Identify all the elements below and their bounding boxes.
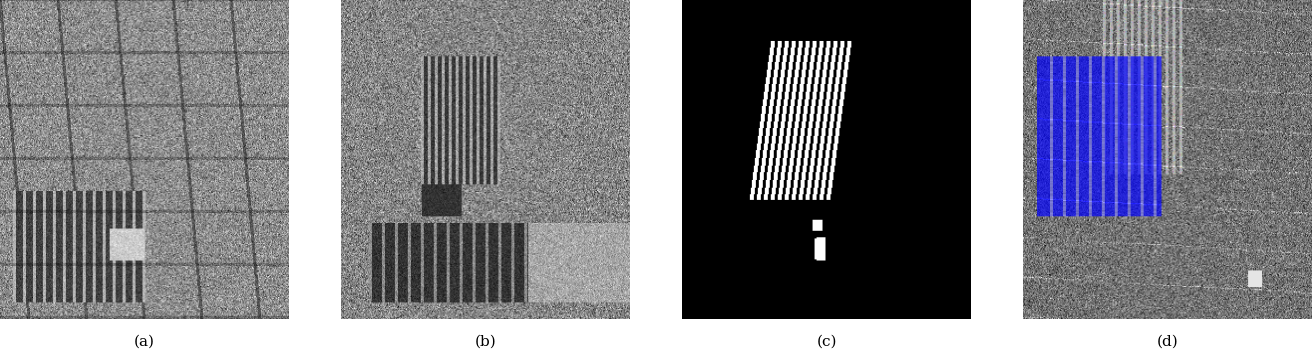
Text: (c): (c) [816,334,837,348]
Text: (a): (a) [134,334,155,348]
Text: (d): (d) [1157,334,1178,348]
Text: (b): (b) [475,334,496,348]
